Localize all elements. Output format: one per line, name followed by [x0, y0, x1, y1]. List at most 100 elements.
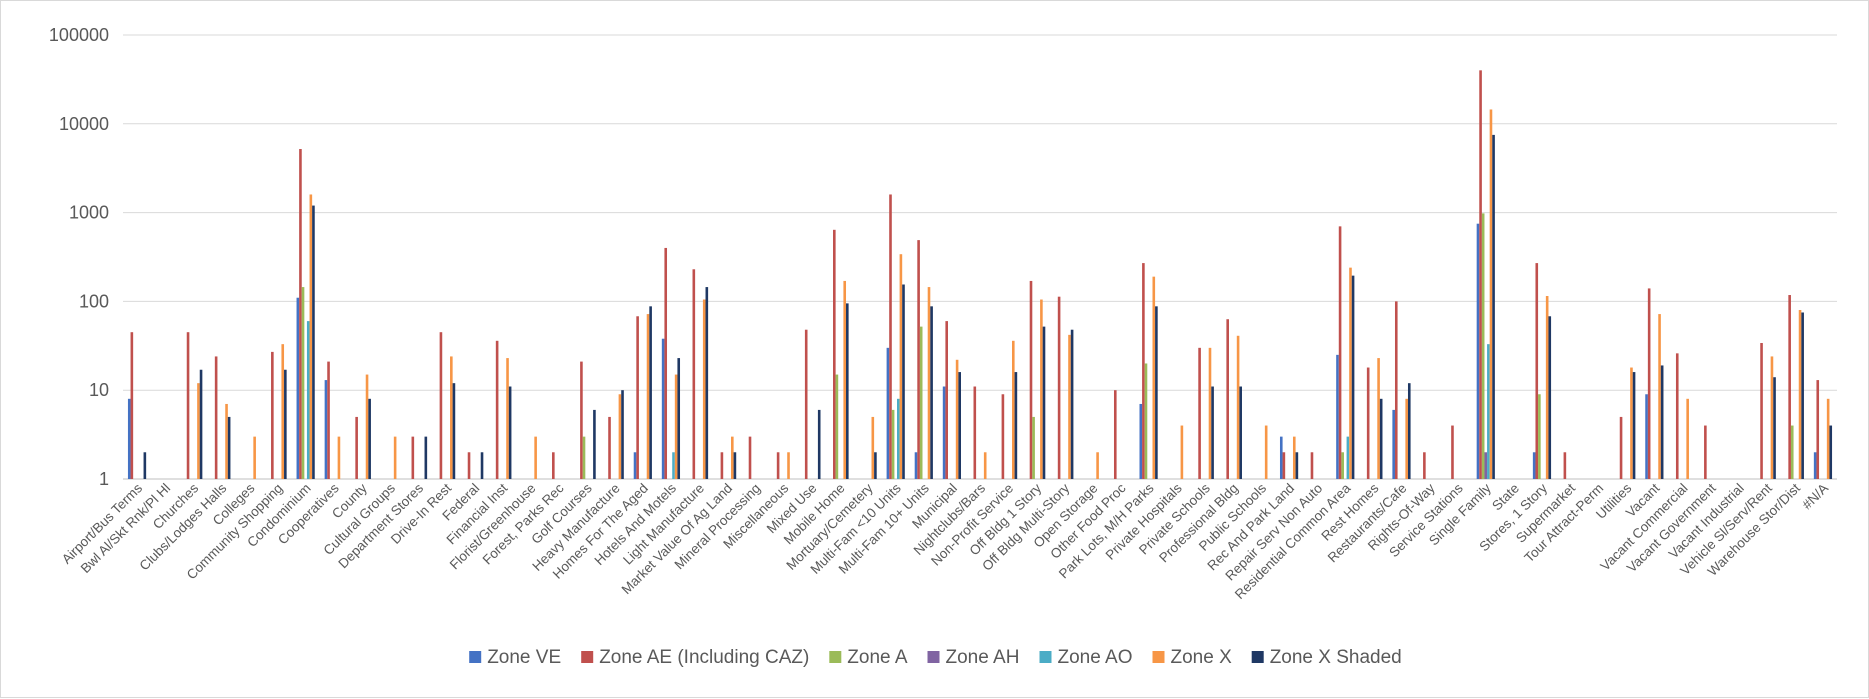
bar	[1790, 425, 1794, 479]
bar	[1532, 452, 1536, 479]
y-tick-label: 10	[89, 380, 109, 400]
y-axis-ticks: 1 10 100 1000 10000 100000	[49, 25, 109, 489]
bar	[733, 452, 737, 479]
bar	[552, 452, 555, 479]
bar	[1704, 425, 1707, 479]
bar	[1142, 263, 1145, 479]
bar	[324, 380, 328, 479]
bar	[312, 205, 315, 479]
bar	[846, 303, 849, 479]
bar	[1379, 398, 1383, 479]
bar	[1489, 109, 1493, 479]
bar	[927, 287, 931, 479]
bar	[608, 416, 611, 479]
bar	[1239, 386, 1242, 479]
bar	[664, 247, 668, 479]
y-tick-label: 1	[99, 469, 109, 489]
bar	[1563, 452, 1567, 479]
bar	[227, 416, 231, 479]
bar	[281, 344, 285, 479]
bar	[748, 436, 752, 479]
bar	[646, 314, 650, 479]
bar	[306, 321, 310, 479]
bar	[1487, 344, 1490, 479]
bar	[411, 436, 415, 479]
bar	[1155, 306, 1158, 479]
legend-label: Zone A	[847, 647, 908, 668]
bar	[1407, 383, 1411, 479]
bar	[1113, 390, 1117, 479]
bar	[917, 240, 920, 479]
bar	[1760, 343, 1763, 479]
bar	[1226, 319, 1229, 479]
bar	[973, 386, 977, 479]
bar	[835, 374, 839, 479]
bar	[899, 254, 903, 479]
bar	[1548, 316, 1552, 479]
bar	[534, 436, 537, 479]
bar	[833, 229, 836, 479]
bar	[618, 394, 622, 479]
category-label: #N/A	[1799, 481, 1831, 513]
y-tick-label: 10000	[59, 114, 109, 134]
bar	[1660, 365, 1664, 479]
bar	[506, 358, 509, 479]
bar	[1619, 416, 1623, 479]
bar	[919, 326, 923, 479]
bar	[874, 452, 877, 479]
legend-label: Zone X	[1171, 647, 1233, 668]
bar	[1144, 363, 1148, 479]
bar	[1070, 329, 1074, 479]
bar	[439, 332, 443, 479]
bar	[1139, 403, 1143, 479]
legend-swatch	[1251, 651, 1264, 663]
bar	[955, 359, 959, 479]
bar	[1096, 452, 1099, 479]
bar	[621, 390, 624, 479]
bar	[1001, 394, 1005, 479]
bar	[1816, 380, 1820, 479]
bar	[958, 372, 961, 479]
bar	[1295, 452, 1299, 479]
bar	[284, 369, 287, 479]
bar	[393, 436, 397, 479]
bar	[1658, 314, 1661, 479]
bar	[787, 452, 790, 479]
bar	[1310, 452, 1314, 479]
bar	[1423, 452, 1426, 479]
bar	[674, 374, 678, 479]
bar	[945, 321, 948, 479]
bar	[480, 452, 484, 479]
bar	[495, 340, 499, 479]
bar	[702, 299, 706, 479]
bar	[672, 452, 675, 479]
bar	[891, 409, 895, 479]
bar	[452, 383, 456, 479]
bar	[914, 452, 918, 479]
bar	[365, 374, 369, 479]
bars	[127, 70, 1833, 479]
bar	[1198, 347, 1201, 479]
bar	[582, 436, 586, 479]
legend-swatch	[829, 651, 842, 663]
bar	[1686, 398, 1689, 479]
bar	[636, 316, 639, 479]
bar	[1535, 263, 1539, 479]
bar	[1484, 452, 1488, 479]
bar	[508, 386, 512, 479]
bar	[677, 358, 681, 479]
bar	[1645, 394, 1648, 479]
bar	[1481, 213, 1485, 479]
bar	[1476, 223, 1480, 479]
bar	[1282, 452, 1286, 479]
bar	[1788, 295, 1791, 479]
bar	[1012, 340, 1015, 479]
bar	[930, 306, 933, 479]
legend-swatch	[1152, 651, 1165, 663]
bar	[199, 369, 203, 479]
bar	[1014, 372, 1018, 479]
legend-label: Zone AE (Including CAZ)	[599, 647, 809, 668]
bar	[902, 284, 905, 479]
